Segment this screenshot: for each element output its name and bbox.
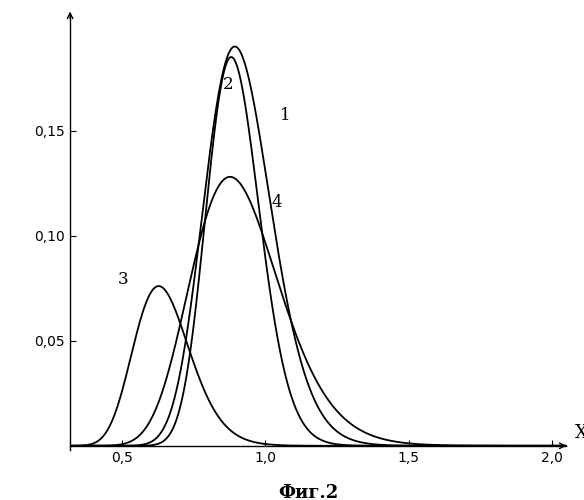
Text: 1: 1 — [280, 108, 291, 124]
Text: Y: Y — [71, 0, 84, 4]
Text: 3: 3 — [118, 272, 128, 288]
Text: 2: 2 — [223, 76, 233, 93]
Text: X: X — [575, 424, 584, 442]
Text: Фиг.2: Фиг.2 — [278, 484, 338, 500]
Text: 4: 4 — [272, 194, 282, 210]
